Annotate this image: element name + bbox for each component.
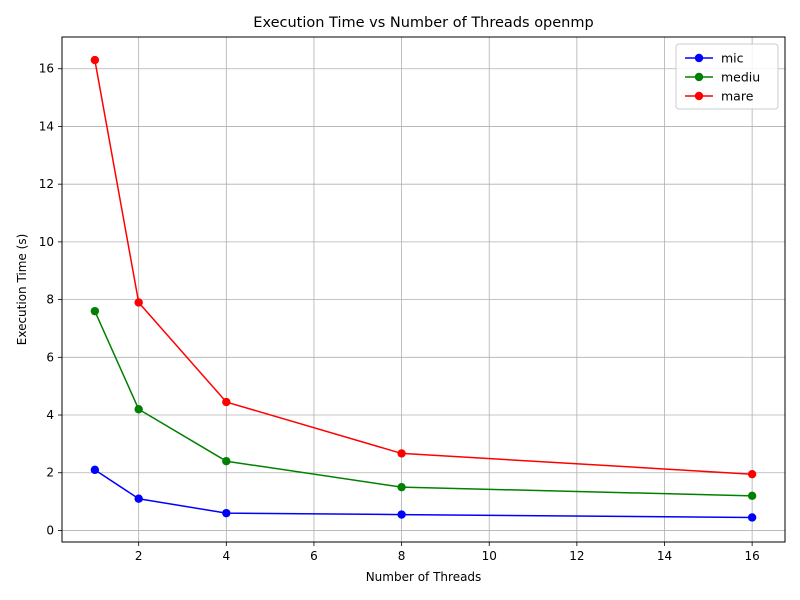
data-point-mare: [747, 469, 757, 479]
x-tick-label: 2: [135, 549, 143, 563]
data-point-mic: [222, 508, 231, 518]
legend-item-mic: mic: [685, 51, 744, 66]
legend-swatch-marker: [694, 91, 704, 101]
y-tick-label: 4: [46, 408, 54, 422]
chart-title: Execution Time vs Number of Threads open…: [253, 15, 593, 31]
data-point-mare: [134, 298, 143, 307]
y-tick-label: 8: [46, 293, 54, 307]
x-tick-label: 14: [657, 549, 672, 563]
x-tick-label: 16: [744, 549, 759, 563]
legend-label: mic: [721, 51, 744, 66]
series-mic: [90, 465, 757, 522]
data-point-mic: [134, 494, 143, 503]
x-axis-label: Number of Threads: [366, 570, 482, 584]
y-tick-label: 16: [39, 62, 54, 76]
y-tick-label: 0: [46, 523, 54, 537]
data-point-mare: [90, 55, 100, 65]
x-tick-label: 10: [482, 549, 497, 563]
data-point-mare: [397, 449, 406, 458]
axis-ticks: 2 4 6 8 10 12 14 16 0 2 4 6 8 10 12 14 16: [39, 62, 760, 563]
x-tick-label: 12: [569, 549, 584, 563]
legend-swatch-marker: [694, 72, 704, 82]
grid: [62, 37, 785, 542]
series-mare: [90, 55, 757, 479]
legend-label: mare: [721, 89, 754, 104]
legend: mic mediu mare: [675, 43, 779, 110]
plot-area: [61, 36, 786, 543]
data-point-mediu: [397, 482, 406, 492]
legend-item-mediu: mediu: [685, 70, 760, 85]
y-axis-label: Execution Time (s): [15, 234, 29, 346]
data-point-mare: [222, 397, 231, 407]
y-tick-label: 10: [39, 235, 54, 249]
data-point-mic: [397, 510, 406, 519]
data-point-mediu: [222, 457, 231, 466]
x-tick-label: 6: [310, 549, 318, 563]
data-point-mic: [90, 465, 100, 475]
x-tick-label: 4: [222, 549, 230, 563]
series-group: [90, 55, 757, 522]
legend-item-mare: mare: [685, 89, 754, 104]
data-point-mediu: [747, 491, 757, 501]
y-tick-label: 14: [39, 119, 54, 133]
data-point-mediu: [90, 306, 100, 316]
x-tick-label: 8: [398, 549, 406, 563]
data-point-mediu: [134, 405, 143, 414]
y-tick-label: 2: [46, 466, 54, 480]
data-point-mic: [747, 513, 757, 522]
series-mediu: [90, 306, 757, 501]
legend-swatch-marker: [694, 53, 704, 63]
y-tick-label: 6: [46, 350, 54, 364]
legend-label: mediu: [721, 70, 760, 85]
y-tick-label: 12: [39, 177, 54, 191]
